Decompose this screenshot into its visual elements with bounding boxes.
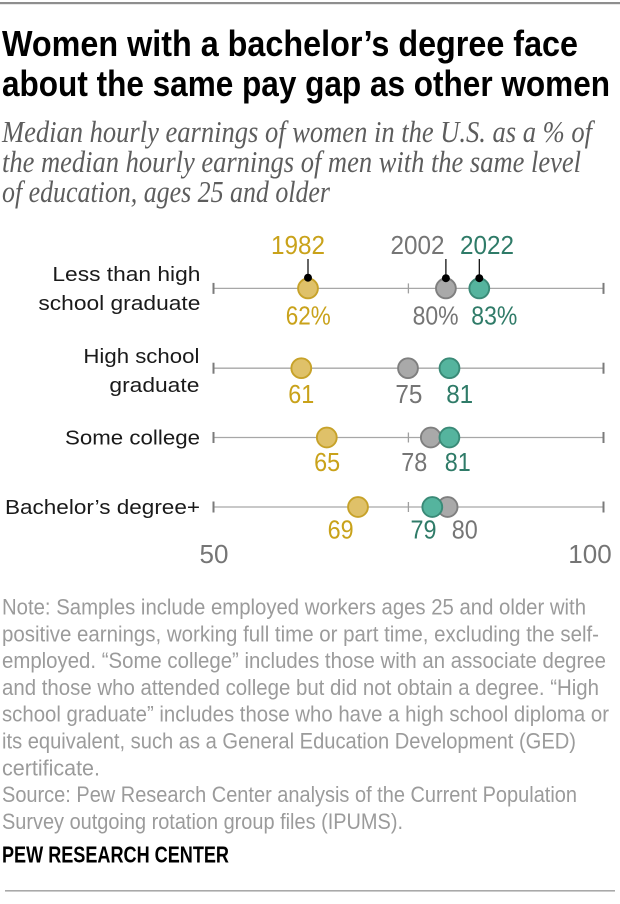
svg-text:employed. “Some college” inclu: employed. “Some college” includes those …	[2, 648, 606, 673]
svg-text:79: 79	[411, 515, 437, 545]
svg-text:81: 81	[445, 447, 471, 477]
svg-text:78: 78	[401, 447, 427, 477]
svg-text:graduate: graduate	[109, 375, 199, 397]
svg-text:83%: 83%	[471, 300, 517, 330]
svg-text:High school: High school	[83, 346, 199, 368]
svg-text:81: 81	[446, 379, 473, 409]
svg-text:2022: 2022	[460, 230, 514, 260]
svg-text:80%: 80%	[413, 300, 459, 330]
svg-text:Source: Pew Research Center an: Source: Pew Research Center analysis of …	[2, 782, 577, 807]
svg-text:75: 75	[395, 379, 422, 409]
svg-text:80: 80	[452, 515, 478, 545]
svg-text:its equivalent, such as a Gene: its equivalent, such as a General Educat…	[2, 729, 576, 754]
svg-text:100: 100	[568, 539, 611, 569]
svg-text:61: 61	[288, 379, 314, 409]
svg-text:school graduate” includes thos: school graduate” includes those who have…	[2, 702, 609, 727]
svg-text:69: 69	[328, 515, 354, 545]
svg-text:Median hourly earnings of wome: Median hourly earnings of women in the U…	[1, 114, 596, 149]
svg-text:Survey outgoing rotation group: Survey outgoing rotation group files (IP…	[2, 809, 403, 834]
svg-text:school graduate: school graduate	[38, 293, 200, 315]
svg-text:Bachelor’s degree+: Bachelor’s degree+	[5, 497, 200, 519]
svg-text:2002: 2002	[391, 230, 445, 260]
svg-text:certificate.: certificate.	[2, 755, 100, 780]
svg-text:and those who attended college: and those who attended college but did n…	[2, 675, 599, 700]
svg-text:Some college: Some college	[65, 428, 200, 450]
svg-text:65: 65	[314, 447, 340, 477]
svg-text:of education, ages 25 and olde: of education, ages 25 and older	[2, 174, 331, 209]
svg-text:50: 50	[200, 539, 229, 569]
svg-text:about the same pay gap as othe: about the same pay gap as other women	[2, 63, 610, 104]
svg-text:62%: 62%	[286, 300, 331, 330]
svg-text:the median hourly earnings of: the median hourly earnings of men with t…	[2, 144, 581, 179]
svg-text:PEW RESEARCH CENTER: PEW RESEARCH CENTER	[2, 842, 229, 868]
svg-text:Note: Samples include employed: Note: Samples include employed workers a…	[2, 595, 586, 620]
svg-text:1982: 1982	[271, 230, 325, 260]
svg-text:positive earnings, working ful: positive earnings, working full time or …	[2, 621, 599, 646]
svg-text:Women with a bachelor’s degree: Women with a bachelor’s degree face	[2, 23, 578, 64]
svg-text:Less than high: Less than high	[52, 264, 200, 286]
